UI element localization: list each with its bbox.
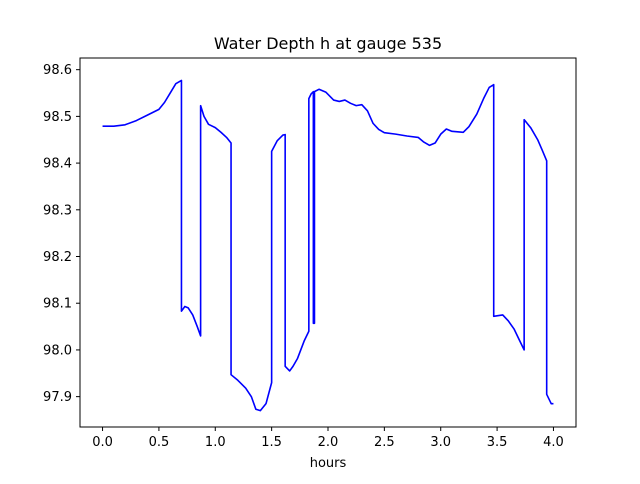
x-tick-label: 1.0 [205,435,226,450]
x-tick-label: 0.5 [149,435,170,450]
y-tick-label: 98.4 [43,157,72,172]
x-axis-label: hours [310,456,347,471]
x-tick-label: 3.5 [487,435,508,450]
y-tick-label: 98.1 [43,297,72,312]
y-tick-label: 98.3 [43,203,72,218]
x-tick-label: 3.0 [430,435,451,450]
y-tick-label: 97.9 [43,390,72,405]
y-tick-label: 98.2 [43,250,72,265]
x-tick-label: 0.0 [92,435,113,450]
y-tick-label: 98.0 [43,343,72,358]
x-tick-label: 2.5 [374,435,395,450]
chart-title: Water Depth h at gauge 535 [214,34,442,53]
plot-area [102,79,554,412]
x-axis: 0.0 0.5 1.0 1.5 2.0 2.5 3.0 3.5 4.0 [92,427,564,450]
y-tick-label: 98.6 [43,63,72,78]
x-tick-label: 4.0 [543,435,564,450]
y-tick-label: 98.5 [43,110,72,125]
y-axis: 97.9 98.0 98.1 98.2 98.3 98.4 98.5 98.6 [43,63,80,405]
series-line-water-depth [102,79,554,412]
x-tick-label: 2.0 [318,435,339,450]
x-tick-label: 1.5 [261,435,282,450]
